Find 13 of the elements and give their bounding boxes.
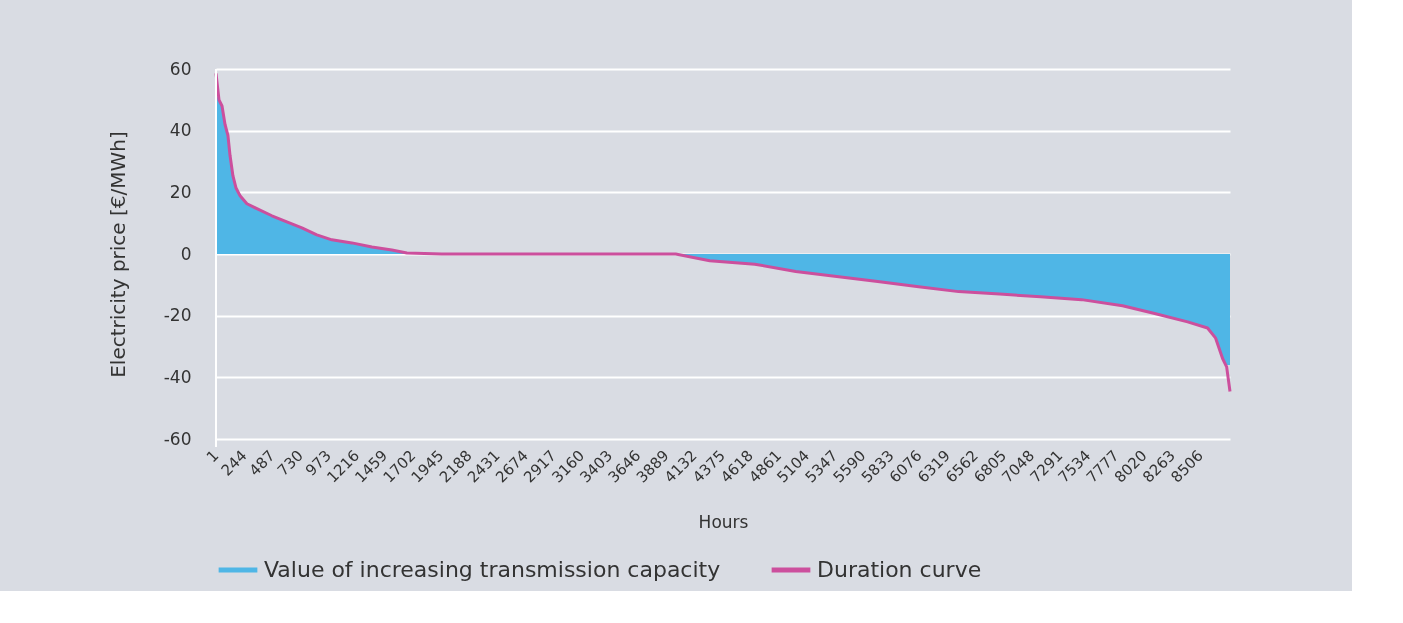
x-tick-label: 730 — [273, 446, 307, 480]
y-tick-label: -40 — [163, 366, 192, 387]
y-tick-label: 20 — [169, 181, 192, 202]
y-tick-label: -60 — [163, 428, 192, 449]
y-tick-label: 60 — [169, 58, 192, 79]
legend-label: Value of increasing transmission capacity — [264, 557, 721, 582]
y-tick-label: -20 — [163, 305, 192, 326]
legend-label: Duration curve — [817, 557, 982, 582]
x-tick-label: 1 — [202, 446, 223, 467]
y-tick-label: 0 — [180, 243, 192, 264]
x-axis-title: Hours — [698, 511, 749, 532]
y-axis-title: Electricity price [€/MWh] — [105, 131, 130, 378]
y-tick-label: 40 — [169, 120, 192, 141]
